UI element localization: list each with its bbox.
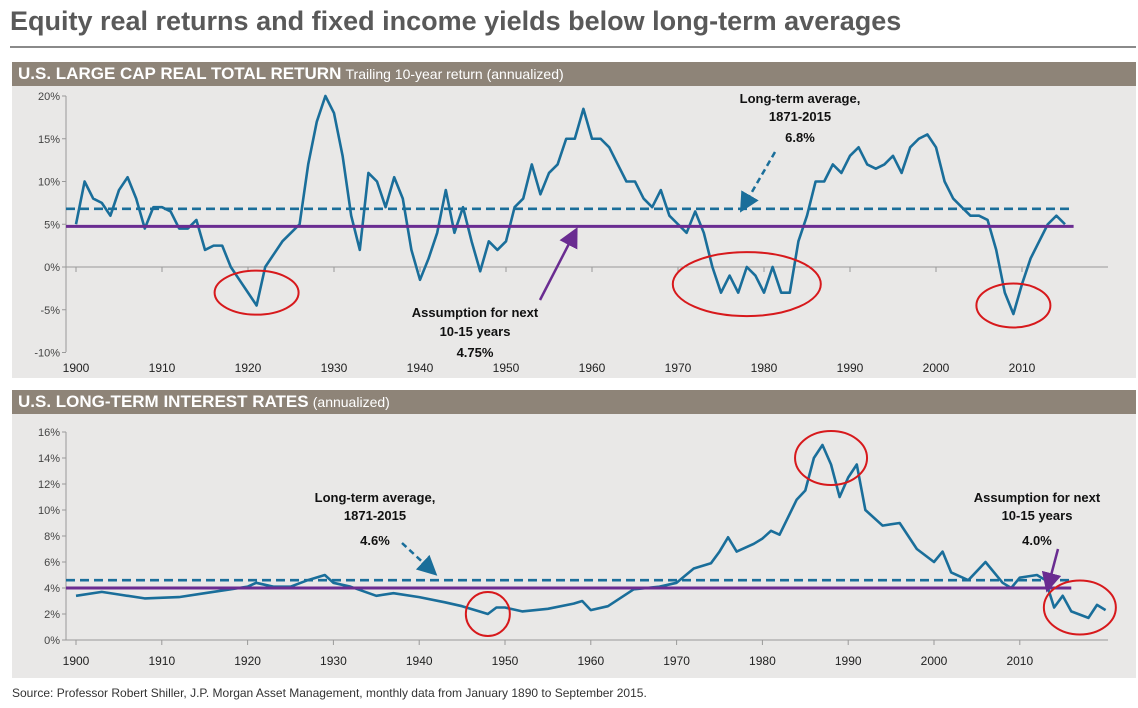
equity-y-tick-label: 15%	[38, 134, 60, 146]
rates-x-tick-label: 1980	[749, 654, 776, 668]
rates-y-tick-label: 16%	[38, 427, 60, 439]
rates-series-line	[75, 443, 1107, 620]
rates-x-tick-label: 1950	[492, 654, 519, 668]
rates-assumption-label: Assumption for next	[974, 490, 1101, 505]
equity-average-arrow	[740, 151, 777, 213]
source-note: Source: Professor Robert Shiller, J.P. M…	[12, 686, 647, 700]
equity-x-tick-label: 1980	[751, 361, 778, 375]
rates-highlight-circle	[1042, 579, 1117, 636]
rates-x-tick-label: 1990	[835, 654, 862, 668]
equity-x-tick-label: 2000	[923, 361, 950, 375]
rates-y-tick-label: 4%	[44, 583, 60, 595]
rates-average-label: Long-term average,	[315, 490, 436, 505]
equity-series-line	[74, 94, 1066, 316]
rates-y-tick-label: 14%	[38, 453, 60, 465]
rates-highlight-circle	[464, 591, 511, 637]
equity-highlight-circle	[671, 251, 822, 318]
equity-x-tick-label: 2010	[1009, 361, 1036, 375]
equity-highlight-circle	[975, 282, 1052, 329]
rates-average-label: 1871-2015	[344, 508, 406, 523]
equity-y-tick-label: 10%	[38, 177, 60, 189]
equity-average-label: Long-term average,	[740, 91, 861, 106]
rates-y-tick-label: 2%	[44, 609, 60, 621]
equity-chart-title: U.S. LARGE CAP REAL TOTAL RETURN	[18, 64, 342, 83]
rates-x-tick-label: 1930	[320, 654, 347, 668]
rates-panel	[12, 414, 1136, 678]
equity-x-tick-label: 1990	[837, 361, 864, 375]
equity-chart-subtitle: Trailing 10-year return (annualized)	[345, 66, 564, 82]
equity-x-tick-label: 1940	[407, 361, 434, 375]
rates-assumption-arrow	[1041, 548, 1062, 593]
equity-x-tick-label: 1960	[579, 361, 606, 375]
equity-x-tick-label: 1950	[493, 361, 520, 375]
equity-average-label: 6.8%	[785, 130, 815, 145]
rates-assumption-label: 10-15 years	[1002, 508, 1073, 523]
rates-panel-header: U.S. LONG-TERM INTEREST RATES (annualize…	[12, 390, 1136, 414]
rates-chart-title: U.S. LONG-TERM INTEREST RATES	[18, 392, 309, 411]
title-divider	[10, 46, 1136, 48]
rates-x-tick-label: 2010	[1006, 654, 1033, 668]
rates-y-tick-label: 0%	[44, 635, 60, 647]
equity-y-tick-label: -10%	[34, 348, 60, 360]
equity-x-tick-label: 1920	[235, 361, 262, 375]
rates-x-tick-label: 2000	[921, 654, 948, 668]
equity-x-tick-label: 1900	[63, 361, 90, 375]
rates-x-tick-label: 1900	[63, 654, 90, 668]
equity-x-tick-label: 1970	[665, 361, 692, 375]
equity-average-label: 1871-2015	[769, 109, 831, 124]
equity-y-tick-label: 0%	[44, 262, 60, 274]
equity-panel-header: U.S. LARGE CAP REAL TOTAL RETURN Trailin…	[12, 62, 1136, 86]
equity-highlight-circle	[213, 269, 300, 316]
rates-x-tick-label: 1920	[234, 654, 261, 668]
equity-assumption-label: Assumption for next	[412, 305, 539, 320]
equity-x-tick-label: 1910	[149, 361, 176, 375]
rates-x-tick-label: 1910	[148, 654, 175, 668]
rates-y-tick-label: 6%	[44, 557, 60, 569]
equity-x-tick-label: 1930	[321, 361, 348, 375]
rates-assumption-label: 4.0%	[1022, 533, 1052, 548]
rates-x-tick-label: 1970	[663, 654, 690, 668]
rates-chart-subtitle: (annualized)	[312, 394, 390, 410]
slide-title: Equity real returns and fixed income yie…	[10, 6, 902, 36]
rates-average-arrow	[401, 542, 438, 576]
equity-y-tick-label: -5%	[40, 305, 60, 317]
equity-assumption-label: 10-15 years	[440, 324, 511, 339]
rates-y-tick-label: 12%	[38, 479, 60, 491]
equity-y-tick-label: 20%	[38, 91, 60, 103]
rates-x-tick-label: 1960	[577, 654, 604, 668]
equity-assumption-label: 4.75%	[457, 345, 494, 360]
rates-average-label: 4.6%	[360, 533, 390, 548]
equity-assumption-arrow	[538, 227, 578, 301]
equity-y-tick-label: 5%	[44, 219, 60, 231]
rates-highlight-circle	[794, 430, 869, 486]
rates-y-tick-label: 8%	[44, 531, 60, 543]
rates-x-tick-label: 1940	[406, 654, 433, 668]
rates-y-tick-label: 10%	[38, 505, 60, 517]
